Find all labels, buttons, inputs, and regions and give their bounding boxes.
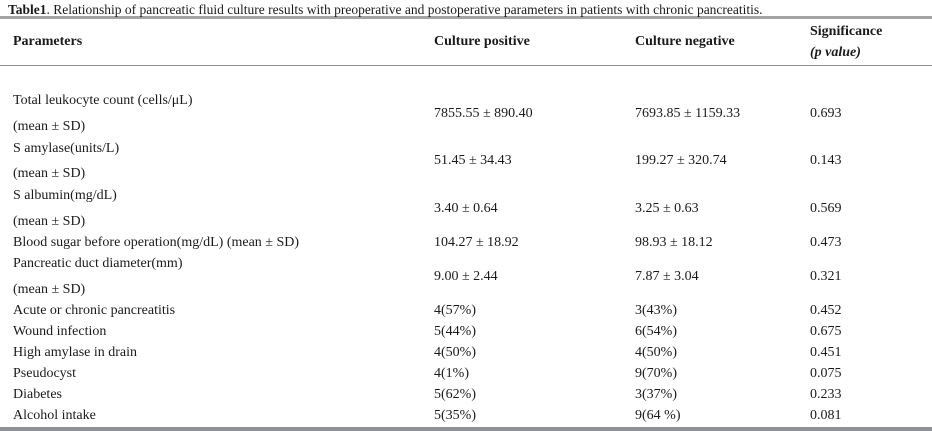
table-header-row: Parameters Culture positive Culture nega… [0, 19, 932, 66]
table-row: Wound infection 5(44%) 6(54%) 0.675 [0, 322, 932, 343]
culture-positive-value: 104.27 ± 18.92 [434, 234, 519, 250]
culture-negative-value: 3(43%) [635, 303, 677, 319]
culture-positive-value: 3.40 ± 0.64 [434, 200, 498, 216]
table-row: Diabetes 5(62%) 3(37%) 0.233 [0, 384, 932, 405]
parameter-name: Total leukocyte count (cells/μL) [13, 93, 193, 108]
culture-negative-value: 3(37%) [635, 386, 677, 402]
p-value: 0.143 [810, 153, 842, 169]
table-row: Blood sugar before operation(mg/dL) (mea… [0, 233, 932, 254]
table-row: Pancreatic duct diameter(mm) (mean ± SD)… [0, 253, 932, 301]
p-value: 0.569 [810, 200, 842, 216]
p-value: 0.233 [810, 386, 842, 402]
parameter-cell: Pancreatic duct diameter(mm) (mean ± SD) [0, 253, 434, 301]
parameter-cell: S albumin(mg/dL) (mean ± SD) [0, 185, 434, 233]
culture-negative-value: 7693.85 ± 1159.33 [635, 105, 741, 121]
culture-positive-value: 4(50%) [434, 345, 476, 361]
culture-positive-value: 5(35%) [434, 407, 476, 423]
parameter-subnote: (mean ± SD) [13, 281, 86, 297]
p-value: 0.081 [810, 407, 842, 423]
table-row: Total leukocyte count (cells/μL) (mean ±… [0, 90, 932, 138]
p-value-label: (p value) [810, 45, 861, 60]
column-header-culture-negative: Culture negative [635, 34, 735, 49]
parameter-name: Blood sugar before operation(mg/dL) (mea… [13, 234, 300, 250]
parameter-name: Wound infection [13, 324, 107, 340]
table-row: S amylase(units/L) (mean ± SD) 51.45 ± 3… [0, 138, 932, 186]
p-value: 0.473 [810, 234, 842, 250]
parameter-cell: S amylase(units/L) (mean ± SD) [0, 138, 434, 186]
culture-negative-value: 9(64 %) [635, 407, 681, 423]
column-header-culture-positive: Culture positive [434, 34, 530, 49]
parameter-cell: Diabetes [0, 386, 434, 404]
parameter-name: Pancreatic duct diameter(mm) [13, 256, 183, 272]
parameter-subnote: (mean ± SD) [13, 118, 86, 134]
parameter-name: Pseudocyst [13, 366, 76, 381]
p-value: 0.451 [810, 345, 842, 361]
table-row: Acute or chronic pancreatitis 4(57%) 3(4… [0, 301, 932, 322]
parameter-subnote: (mean ± SD) [13, 166, 86, 181]
p-value: 0.075 [810, 366, 842, 381]
p-value: 0.675 [810, 324, 842, 340]
culture-positive-value: 5(44%) [434, 324, 476, 340]
parameter-cell: Total leukocyte count (cells/μL) (mean ±… [0, 90, 434, 138]
p-value: 0.693 [810, 105, 842, 121]
culture-negative-value: 9(70%) [635, 366, 677, 381]
parameter-cell: High amylase in drain [0, 344, 434, 362]
parameter-name: Alcohol intake [13, 407, 96, 423]
parameter-cell: Blood sugar before operation(mg/dL) (mea… [0, 234, 434, 252]
p-value: 0.452 [810, 303, 842, 319]
table-caption-text: . Relationship of pancreatic fluid cultu… [46, 2, 763, 17]
culture-negative-value: 4(50%) [635, 345, 677, 361]
culture-positive-value: 4(57%) [434, 303, 476, 319]
table-row: High amylase in drain 4(50%) 4(50%) 0.45… [0, 343, 932, 364]
significance-label: Significance [810, 24, 883, 39]
table-caption-label: Table1 [8, 2, 47, 17]
p-value: 0.321 [810, 269, 842, 285]
culture-negative-value: 199.27 ± 320.74 [635, 153, 727, 169]
culture-negative-value: 6(54%) [635, 324, 677, 340]
parameter-cell: Wound infection [0, 323, 434, 341]
parameter-name: High amylase in drain [13, 345, 138, 361]
culture-positive-value: 7855.55 ± 890.40 [434, 105, 533, 121]
parameter-name: S amylase(units/L) [13, 140, 120, 156]
column-header-significance: Significance (p value) [810, 19, 932, 65]
parameter-name: S albumin(mg/dL) [13, 188, 117, 203]
table-row: Alcohol intake 5(35%) 9(64 %) 0.081 [0, 405, 932, 426]
column-header-parameters: Parameters [13, 34, 83, 49]
parameter-cell: Pseudocyst [0, 365, 434, 383]
parameter-name: Acute or chronic pancreatitis [13, 303, 176, 319]
parameter-subnote: (mean ± SD) [13, 213, 86, 229]
table-row: Pseudocyst 4(1%) 9(70%) 0.075 [0, 364, 932, 385]
table-body: Total leukocyte count (cells/μL) (mean ±… [0, 66, 932, 427]
parameter-name: Diabetes [13, 386, 62, 402]
parameter-cell: Alcohol intake [0, 407, 434, 425]
table-caption: Table1. Relationship of pancreatic fluid… [0, 0, 932, 19]
culture-positive-value: 5(62%) [434, 386, 476, 402]
culture-negative-value: 3.25 ± 0.63 [635, 200, 699, 216]
culture-positive-value: 51.45 ± 34.43 [434, 153, 512, 169]
parameter-cell: Acute or chronic pancreatitis [0, 302, 434, 320]
table-row: S albumin(mg/dL) (mean ± SD) 3.40 ± 0.64… [0, 185, 932, 233]
culture-negative-value: 98.93 ± 18.12 [635, 234, 713, 250]
culture-positive-value: 9.00 ± 2.44 [434, 269, 498, 285]
culture-positive-value: 4(1%) [434, 366, 469, 381]
culture-negative-value: 7.87 ± 3.04 [635, 269, 699, 285]
